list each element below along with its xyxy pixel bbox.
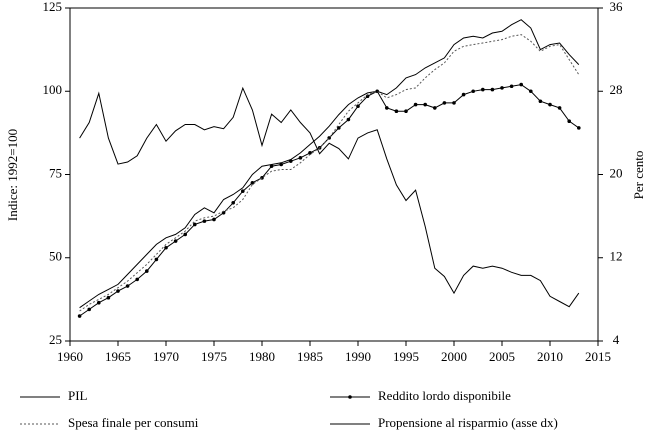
point: [183, 232, 187, 237]
legend-label: PIL: [68, 388, 88, 403]
y-tick-label: 50: [49, 249, 62, 264]
point: [519, 82, 523, 87]
point: [356, 104, 360, 109]
x-tick-label: 1975: [201, 349, 227, 364]
point: [164, 245, 168, 250]
point: [423, 102, 428, 107]
point: [346, 117, 351, 122]
legend-label: Reddito lordo disponibile: [378, 388, 511, 403]
point: [481, 87, 485, 92]
point: [241, 189, 245, 193]
y2-tick-label: 36: [610, 0, 624, 14]
point: [461, 92, 466, 97]
point: [308, 151, 312, 155]
point: [471, 89, 476, 94]
point: [135, 277, 139, 282]
y2-tick-label: 4: [613, 332, 620, 347]
x-tick-label: 1990: [345, 349, 371, 364]
point: [394, 109, 399, 114]
point: [77, 314, 82, 318]
point: [202, 219, 207, 223]
y-tick-label: 25: [49, 332, 62, 347]
x-tick-label: 2010: [537, 349, 563, 364]
plot-frame: [69, 7, 599, 342]
x-tick-label: 2000: [441, 349, 467, 364]
y-tick-label: 125: [43, 0, 63, 14]
point: [231, 201, 235, 205]
point: [298, 156, 303, 160]
point: [557, 106, 562, 110]
y2-axis-label: Per cento: [631, 151, 646, 200]
point: [538, 99, 543, 104]
series-line: [79, 19, 580, 309]
point: [269, 164, 274, 168]
y-axis-label: Indice: 1992=100: [5, 129, 20, 221]
x-tick-label: 1970: [153, 349, 179, 364]
x-tick-label: 2005: [489, 349, 515, 364]
y2-tick-label: 12: [610, 249, 623, 264]
legend-label: Spesa finale per consumi: [68, 415, 199, 430]
y2-tick-label: 20: [610, 165, 623, 180]
point: [500, 86, 504, 90]
point: [529, 89, 533, 94]
point: [337, 126, 341, 130]
point: [289, 159, 293, 163]
point: [577, 126, 581, 130]
point: [404, 109, 408, 114]
point: [97, 300, 101, 305]
series-line: [79, 84, 580, 317]
point: [567, 119, 571, 124]
x-tick-label: 1965: [105, 349, 131, 364]
point: [279, 162, 284, 167]
x-tick-label: 1980: [249, 349, 275, 364]
point: [145, 269, 149, 273]
series-line: [79, 86, 580, 308]
x-tick-label: 1960: [57, 349, 83, 364]
point: [250, 181, 255, 185]
point: [413, 102, 418, 107]
x-tick-label: 1995: [393, 349, 419, 364]
y-tick-label: 75: [49, 165, 62, 180]
point: [116, 289, 120, 293]
point: [106, 295, 111, 300]
point: [125, 284, 130, 288]
legend-label: Propensione al risparmio (asse dx): [378, 415, 558, 430]
point: [509, 84, 514, 89]
y-tick-label: 100: [43, 82, 63, 97]
point: [452, 101, 456, 105]
point: [548, 102, 552, 107]
point: [433, 106, 437, 110]
point: [193, 222, 197, 227]
point: [154, 257, 159, 262]
point: [87, 307, 91, 312]
legend-marker: [348, 395, 352, 399]
x-tick-label: 2015: [585, 349, 611, 364]
point: [173, 239, 178, 243]
y2-tick-label: 28: [610, 82, 623, 97]
point: [385, 106, 389, 110]
point: [212, 217, 216, 222]
series-line: [79, 34, 580, 312]
point: [490, 87, 495, 92]
point: [442, 101, 447, 105]
x-tick-label: 1985: [297, 349, 323, 364]
